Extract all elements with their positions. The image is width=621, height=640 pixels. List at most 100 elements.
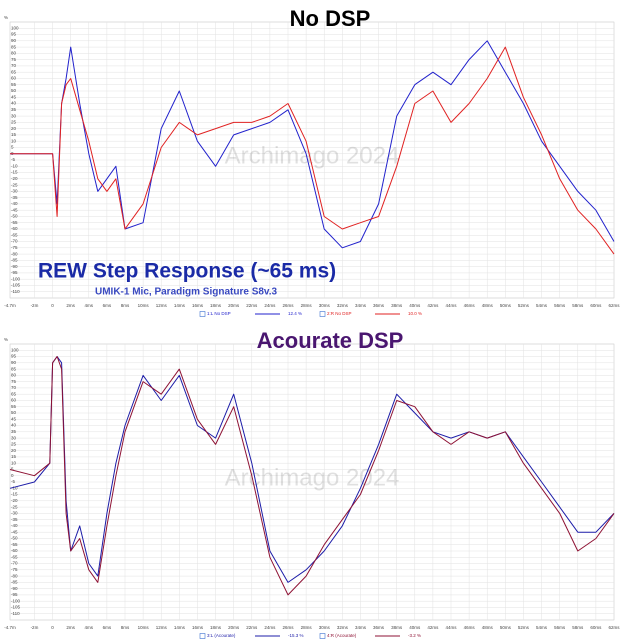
- y-tick-label: -40: [11, 523, 18, 528]
- x-tick-label: 34ms: [355, 303, 367, 308]
- y-tick-label: 25: [11, 442, 17, 447]
- y-tick-label: 45: [11, 94, 17, 99]
- chart-title: Acourate DSP: [257, 328, 404, 353]
- x-tick-label: 2ms: [66, 625, 75, 630]
- y-tick-label: 55: [11, 404, 17, 409]
- legend-checkbox: [319, 311, 326, 317]
- y-tick-label: 90: [11, 360, 17, 365]
- y-tick-label: 80: [11, 51, 17, 56]
- y-tick-label: -100: [11, 598, 21, 603]
- x-tick-label: 8ms: [121, 303, 130, 308]
- y-tick-label: 35: [11, 429, 17, 434]
- legend-label: 1:L No DSP: [207, 311, 231, 316]
- y-tick-label: 20: [11, 126, 17, 131]
- y-tick-label: 70: [11, 385, 17, 390]
- y-tick-label: 100: [11, 25, 19, 30]
- y-tick-label: -75: [11, 567, 18, 572]
- y-tick-label: 75: [11, 57, 17, 62]
- x-tick-label: 42ms: [427, 625, 439, 630]
- y-tick-label: 95: [11, 32, 17, 37]
- y-tick-label: 30: [11, 435, 17, 440]
- y-tick-label: -15: [11, 492, 18, 497]
- x-tick-label: 4ms: [85, 625, 94, 630]
- x-tick-label: 36ms: [373, 625, 385, 630]
- y-tick-label: -65: [11, 232, 18, 237]
- x-tick-label: 6ms: [103, 625, 112, 630]
- y-tick-label: -105: [11, 605, 21, 610]
- x-tick-label: 32ms: [337, 303, 349, 308]
- y-tick-label: -55: [11, 220, 18, 225]
- y-tick-label: -60: [11, 548, 18, 553]
- x-tick-label: 34ms: [355, 625, 367, 630]
- x-tick-label: 56ms: [554, 303, 566, 308]
- y-tick-label: -20: [11, 498, 18, 503]
- x-tick-label: 30ms: [319, 625, 331, 630]
- x-tick-label: 14ms: [174, 625, 186, 630]
- x-tick-label: 40ms: [409, 625, 421, 630]
- y-tick-label: -100: [11, 276, 21, 281]
- x-tick-label: 38ms: [391, 303, 403, 308]
- x-tick-label: 46ms: [464, 303, 476, 308]
- x-tick-label: 12ms: [156, 303, 168, 308]
- legend-checkbox: [199, 633, 206, 639]
- x-tick-label: 16ms: [192, 303, 204, 308]
- x-tick-label: 10ms: [138, 303, 150, 308]
- y-tick-label: 65: [11, 69, 17, 74]
- y-tick-label: 10: [11, 460, 17, 465]
- y-tick-label: 40: [11, 423, 17, 428]
- y-tick-label: 20: [11, 448, 17, 453]
- legend-label: 2:R No DSP: [327, 311, 352, 316]
- series-line: [10, 40, 615, 249]
- y-tick-label: -85: [11, 580, 18, 585]
- annotation: REW Step Response (~65 ms): [38, 260, 336, 283]
- y-tick-label: -10: [11, 485, 18, 490]
- y-tick-label: -95: [11, 592, 18, 597]
- y-tick-label: -15: [11, 170, 18, 175]
- x-tick-label: 46ms: [464, 625, 476, 630]
- x-tick-label: 58ms: [572, 303, 584, 308]
- x-tick-label: 42ms: [427, 303, 439, 308]
- chart-title: No DSP: [290, 6, 371, 31]
- y-axis-label: %: [4, 337, 8, 342]
- x-tick-label: 50ms: [500, 303, 512, 308]
- y-tick-label: -25: [11, 182, 18, 187]
- y-tick-label: 55: [11, 82, 17, 87]
- x-tick-label: 14ms: [174, 303, 186, 308]
- x-tick-label: 20ms: [228, 625, 240, 630]
- y-tick-label: 35: [11, 107, 17, 112]
- x-tick-label: 62ms: [608, 625, 620, 630]
- y-tick-label: 90: [11, 38, 17, 43]
- x-tick-label: 16ms: [192, 625, 204, 630]
- x-tick-label: 28ms: [301, 303, 313, 308]
- x-tick-label: 24ms: [264, 303, 276, 308]
- y-tick-label: -45: [11, 207, 18, 212]
- x-tick-label: 0: [51, 625, 54, 630]
- y-tick-label: -80: [11, 251, 18, 256]
- x-tick-label: 54ms: [536, 303, 548, 308]
- y-tick-label: 85: [11, 44, 17, 49]
- y-tick-label: 40: [11, 101, 17, 106]
- y-tick-label: -30: [11, 511, 18, 516]
- x-tick-label: 36ms: [373, 303, 385, 308]
- y-tick-label: -110: [11, 611, 20, 616]
- y-tick-label: -70: [11, 561, 18, 566]
- y-tick-label: -90: [11, 586, 18, 591]
- y-tick-label: 60: [11, 398, 17, 403]
- x-tick-label: -4.7m: [4, 303, 16, 308]
- x-tick-label: 20ms: [228, 303, 240, 308]
- x-tick-label: 40ms: [409, 303, 421, 308]
- x-tick-label: 2ms: [66, 303, 75, 308]
- x-tick-label: 18ms: [210, 625, 222, 630]
- x-tick-label: 60ms: [590, 625, 602, 630]
- y-tick-label: 95: [11, 354, 17, 359]
- y-tick-label: -60: [11, 226, 18, 231]
- y-tick-label: 30: [11, 113, 17, 118]
- x-tick-label: 8ms: [121, 625, 130, 630]
- y-tick-label: -45: [11, 529, 18, 534]
- x-tick-label: 22ms: [246, 625, 258, 630]
- series-line: [10, 46, 615, 255]
- x-tick-label: 24ms: [264, 625, 276, 630]
- y-tick-label: -105: [11, 283, 21, 288]
- y-tick-label: -85: [11, 258, 18, 263]
